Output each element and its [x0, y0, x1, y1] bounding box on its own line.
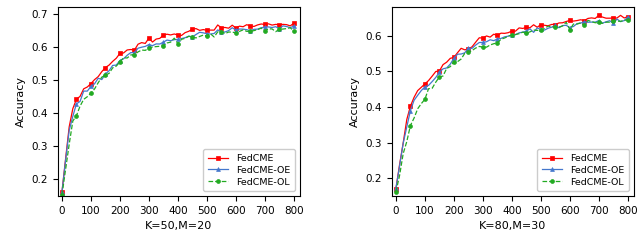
FedCME-OL [624, 19, 632, 22]
FedCME [617, 14, 625, 17]
FedCME-OL [113, 65, 120, 68]
FedCME-OL [461, 52, 468, 55]
FedCME [178, 34, 186, 37]
FedCME [591, 17, 599, 20]
FedCME-OE [58, 191, 66, 194]
FedCME [595, 14, 603, 17]
FedCME-OL [447, 65, 454, 68]
FedCME [283, 23, 291, 26]
Line: FedCME-OE: FedCME-OE [60, 24, 296, 194]
FedCME-OE [447, 63, 454, 66]
FedCME-OL [156, 45, 164, 48]
FedCME [113, 57, 120, 60]
Y-axis label: Accuracy: Accuracy [16, 76, 26, 127]
FedCME-OE [156, 43, 164, 46]
FedCME-OE [461, 51, 468, 54]
Y-axis label: Accuracy: Accuracy [350, 76, 360, 127]
FedCME-OE [392, 187, 400, 190]
FedCME [490, 33, 497, 36]
FedCME [511, 30, 519, 33]
FedCME-OE [617, 20, 625, 23]
Line: FedCME-OE: FedCME-OE [394, 15, 630, 190]
FedCME-OL [58, 193, 66, 196]
FedCME-OE [290, 25, 298, 28]
FedCME-OL [617, 20, 625, 23]
FedCME-OE [279, 24, 287, 27]
FedCME [156, 37, 164, 40]
X-axis label: K=50,M=20: K=50,M=20 [145, 221, 212, 231]
FedCME-OE [511, 33, 519, 36]
FedCME-OE [624, 16, 632, 19]
FedCME-OE [178, 37, 186, 40]
Line: FedCME: FedCME [60, 21, 296, 194]
FedCME-OL [178, 38, 186, 41]
FedCME-OE [257, 26, 265, 29]
FedCME-OL [490, 42, 497, 45]
FedCME-OE [127, 51, 134, 54]
Line: FedCME-OL: FedCME-OL [394, 18, 630, 194]
FedCME-OE [283, 25, 291, 28]
FedCME [392, 187, 400, 190]
FedCME [447, 57, 454, 60]
FedCME-OE [490, 39, 497, 42]
FedCME-OE [113, 64, 120, 67]
Legend: FedCME, FedCME-OE, FedCME-OL: FedCME, FedCME-OE, FedCME-OL [537, 149, 629, 191]
Legend: FedCME, FedCME-OE, FedCME-OL: FedCME, FedCME-OE, FedCME-OL [203, 149, 295, 191]
FedCME [624, 15, 632, 18]
FedCME-OL [127, 53, 134, 56]
FedCME-OL [392, 190, 400, 193]
FedCME-OE [591, 21, 599, 24]
FedCME-OL [290, 29, 298, 32]
FedCME-OL [591, 21, 599, 24]
FedCME [461, 48, 468, 51]
Line: FedCME: FedCME [394, 13, 630, 191]
FedCME [58, 191, 66, 194]
FedCME [127, 48, 134, 51]
Line: FedCME-OL: FedCME-OL [60, 26, 296, 197]
FedCME [290, 22, 298, 25]
FedCME-OL [511, 33, 519, 36]
FedCME-OL [286, 26, 294, 29]
X-axis label: K=80,M=30: K=80,M=30 [479, 221, 546, 231]
FedCME [257, 23, 265, 25]
FedCME-OL [279, 28, 287, 31]
FedCME-OL [257, 27, 265, 30]
